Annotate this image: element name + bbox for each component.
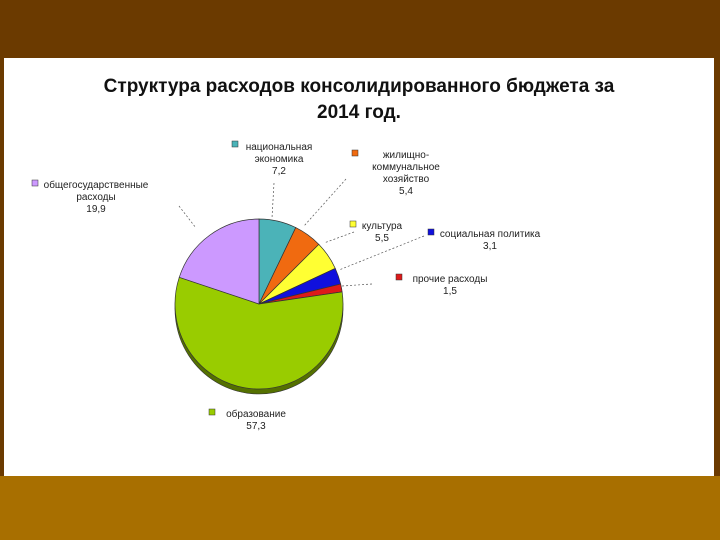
slice-label-1-line-0: жилищно- — [383, 150, 429, 161]
leader-line-1 — [303, 178, 347, 227]
slice-value-6: 19,9 — [86, 204, 106, 215]
leader-line-4 — [341, 283, 373, 287]
slice-value-1: 5,4 — [399, 186, 413, 197]
chart-title: Структура расходов консолидированного бю… — [4, 74, 714, 126]
leader-line-3 — [338, 235, 425, 271]
legend-marker-2 — [349, 220, 357, 228]
slice-value-0: 7,2 — [272, 166, 286, 177]
legend-marker-6 — [31, 179, 39, 187]
slice-value-4: 1,5 — [443, 286, 457, 297]
slice-label-6-line-1: расходы — [76, 192, 115, 203]
slice-label-3-line-0: социальная политика — [440, 229, 541, 240]
slice-value-5: 57,3 — [246, 421, 266, 432]
bottom-band — [0, 476, 720, 540]
leader-line-2 — [323, 231, 355, 244]
slice-value-2: 5,5 — [375, 233, 389, 244]
leader-line-0 — [271, 182, 275, 219]
slice-label-5-line-0: образование — [226, 408, 286, 420]
slice-label-1-line-2: хозяйство — [383, 174, 430, 185]
legend-marker-3 — [427, 228, 435, 236]
legend-marker-1 — [351, 149, 359, 157]
leader-line-6 — [178, 205, 197, 229]
legend-marker-4 — [395, 273, 403, 281]
slide-canvas — [4, 58, 714, 476]
slice-label-4-line-0: прочие расходы — [413, 274, 488, 285]
legend-marker-0 — [231, 140, 239, 148]
chart-title-line-2: 2014 год. — [317, 102, 401, 123]
legend-marker-5 — [208, 408, 216, 416]
pie-slice-6 — [178, 218, 260, 305]
slice-label-0-line-1: экономика — [255, 154, 304, 165]
pie-slices — [174, 218, 344, 390]
slice-label-6-line-0: общегосударственные — [44, 179, 149, 191]
pie-slice-5 — [174, 276, 344, 390]
slice-label-2-line-0: культура — [362, 221, 403, 232]
slice-label-0-line-0: национальная — [246, 142, 313, 153]
chart-title-line-1: Структура расходов консолидированного бю… — [103, 76, 615, 97]
top-band — [0, 0, 720, 58]
slice-value-3: 3,1 — [483, 241, 497, 252]
slice-label-1-line-1: коммунальное — [372, 162, 440, 173]
